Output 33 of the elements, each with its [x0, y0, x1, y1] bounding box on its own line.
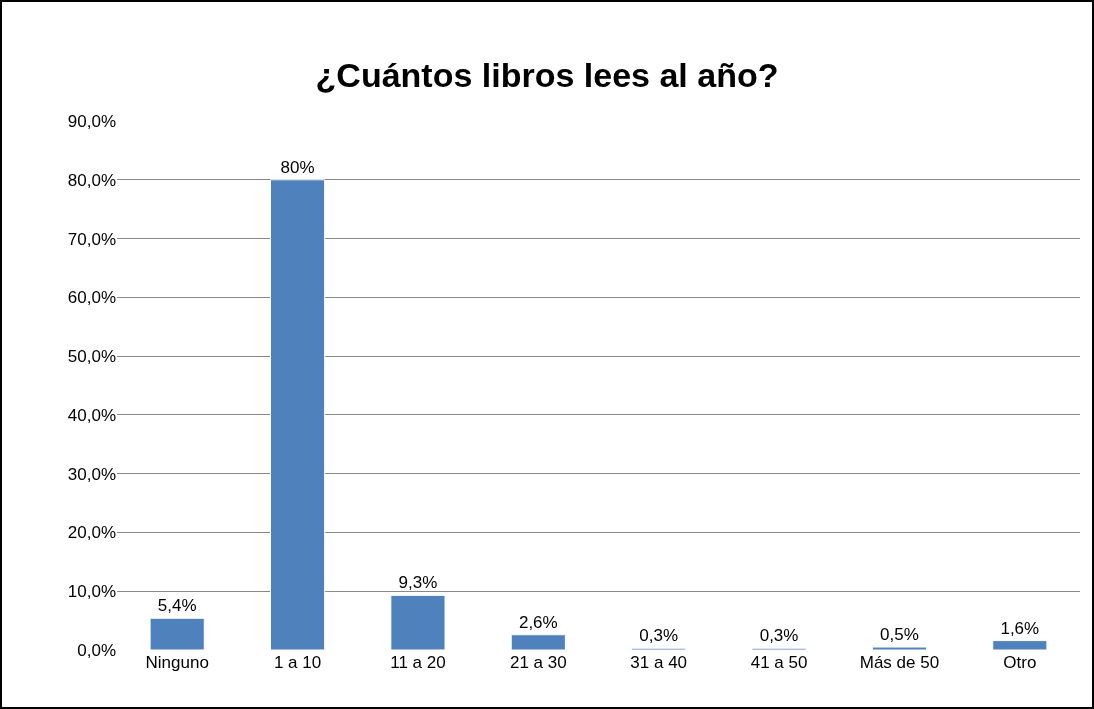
y-tick-label: 20,0%: [67, 523, 116, 543]
x-tick-label: 31 a 40: [630, 653, 688, 672]
x-tick-label: Ninguno: [145, 653, 209, 672]
bar: [269, 179, 326, 650]
data-label: 80%: [280, 157, 315, 177]
bar: [390, 594, 446, 650]
x-tick-label: 21 a 30: [509, 653, 567, 672]
data-label: 0,3%: [759, 626, 799, 646]
y-tick-label: 80,0%: [67, 170, 116, 190]
x-tick-label: 11 a 20: [390, 653, 446, 672]
bar: [510, 634, 566, 650]
data-label: 2,6%: [518, 612, 558, 632]
x-tick-label: Más de 50: [859, 653, 940, 672]
data-label: 0,5%: [880, 625, 919, 645]
y-tick-label: 40,0%: [67, 405, 116, 425]
y-tick-label: 70,0%: [67, 229, 116, 249]
y-tick-label: 90,0%: [67, 111, 116, 131]
y-tick-label: 60,0%: [67, 288, 116, 308]
y-tick-label: 10,0%: [67, 582, 116, 602]
y-tick-label: 0,0%: [77, 640, 116, 660]
x-tick-label: Otro: [1003, 653, 1037, 672]
bar: [871, 646, 928, 650]
x-tick-label: 1 a 10: [273, 653, 322, 672]
y-tick-label: 30,0%: [67, 464, 116, 484]
bar: [149, 617, 205, 650]
x-tick-label: 41 a 50: [750, 653, 808, 672]
data-label: 9,3%: [398, 573, 438, 593]
bar: [992, 640, 1048, 650]
data-label: 1,6%: [1000, 618, 1040, 638]
y-tick-label: 50,0%: [67, 347, 116, 367]
chart-title: ¿Cuántos libros lees al año?: [315, 55, 779, 94]
data-label: 0,3%: [639, 626, 679, 646]
data-label: 5,4%: [157, 596, 197, 616]
